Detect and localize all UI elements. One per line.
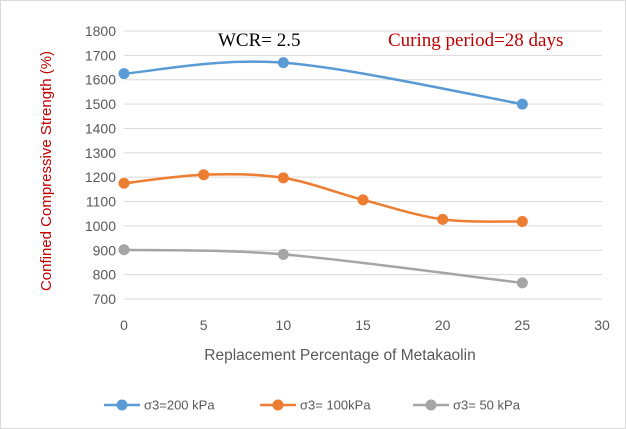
data-point bbox=[277, 248, 289, 260]
series-2 bbox=[118, 244, 528, 289]
y-axis-title: Confined Compressive Strength (%) bbox=[38, 51, 55, 291]
series-line bbox=[123, 248, 523, 285]
x-tick-label: 10 bbox=[276, 317, 292, 333]
legend-marker bbox=[272, 399, 284, 411]
y-tick-labels: 700 800 900 1000 1100 1200 1300 1400 1500 1600 170… bbox=[85, 23, 116, 307]
x-tick-label: 20 bbox=[435, 317, 451, 333]
data-point bbox=[516, 98, 528, 110]
y-tick-label: 900 bbox=[93, 242, 117, 258]
data-point bbox=[357, 194, 369, 206]
x-tick-label: 15 bbox=[355, 317, 371, 333]
series-0 bbox=[118, 57, 528, 110]
data-point bbox=[118, 244, 130, 256]
data-point bbox=[437, 213, 449, 225]
legend-marker bbox=[425, 399, 437, 411]
data-point bbox=[516, 216, 528, 228]
data-point bbox=[118, 177, 130, 189]
x-tick-label: 30 bbox=[594, 317, 610, 333]
y-tick-label: 800 bbox=[93, 267, 117, 283]
y-tick-label: 1600 bbox=[85, 72, 116, 88]
y-tick-label: 1800 bbox=[85, 23, 116, 39]
legend-item: σ3=200 kPa bbox=[104, 398, 215, 413]
legend-label: σ3=200 kPa bbox=[144, 398, 215, 413]
x-tick-label: 0 bbox=[120, 317, 128, 333]
x-tick-label: 5 bbox=[200, 317, 208, 333]
legend-item: σ3= 50 kPa bbox=[413, 398, 521, 413]
series-1 bbox=[118, 169, 528, 228]
gridlines bbox=[124, 30, 602, 300]
y-tick-label: 700 bbox=[93, 291, 117, 307]
curing-period-annotation: Curing period=28 days bbox=[388, 30, 563, 51]
legend-marker bbox=[116, 399, 128, 411]
wcr-annotation: WCR= 2.5 bbox=[218, 30, 301, 51]
x-tick-label: 25 bbox=[515, 317, 531, 333]
data-point bbox=[118, 68, 130, 80]
data-point bbox=[277, 172, 289, 184]
data-point bbox=[516, 277, 528, 289]
legend-label: σ3= 100kPa bbox=[300, 398, 371, 413]
legend: σ3=200 kPa σ3= 100kPa σ3= 50 kPa bbox=[104, 398, 521, 413]
series-lines bbox=[118, 57, 528, 289]
y-tick-label: 1100 bbox=[86, 194, 116, 210]
series-line bbox=[123, 60, 523, 106]
legend-item: σ3= 100kPa bbox=[260, 398, 371, 413]
x-tick-labels: 0 5 10 15 20 25 30 bbox=[120, 317, 610, 333]
y-tick-label: 1400 bbox=[85, 120, 116, 136]
y-tick-label: 1300 bbox=[85, 145, 116, 161]
y-tick-label: 1700 bbox=[85, 47, 116, 63]
x-axis-title: Replacement Percentage of Metakaolin bbox=[204, 347, 475, 364]
data-point bbox=[277, 57, 289, 69]
y-tick-label: 1500 bbox=[85, 96, 116, 112]
y-tick-label: 1200 bbox=[85, 169, 116, 185]
legend-label: σ3= 50 kPa bbox=[453, 398, 521, 413]
series-line bbox=[123, 172, 523, 223]
y-tick-label: 1000 bbox=[85, 218, 116, 234]
data-point bbox=[198, 169, 210, 181]
